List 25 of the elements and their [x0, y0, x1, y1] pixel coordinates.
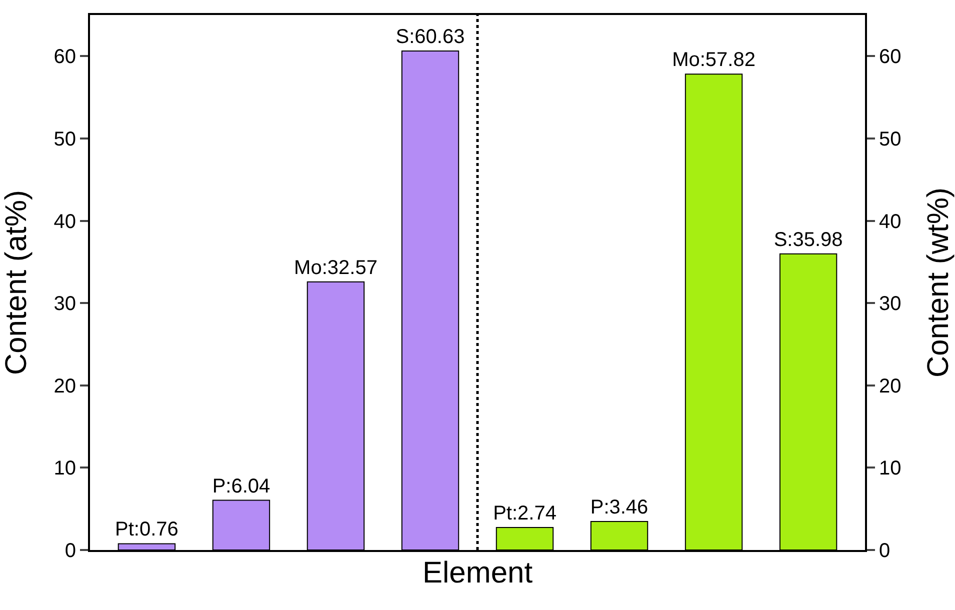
data-label: Pt:2.74: [493, 502, 556, 524]
y2-tick-label: 0: [879, 540, 890, 562]
y2-tick-label: 40: [879, 210, 902, 233]
data-label: Pt:0.76: [115, 518, 178, 541]
y-axis-title: Content (at%): [0, 190, 33, 376]
y-tick-label: 20: [54, 375, 76, 398]
y-tick-label: 50: [54, 128, 76, 150]
data-label: Mo:32.57: [294, 256, 378, 279]
data-label: S:35.98: [774, 228, 843, 251]
y-tick-label: 10: [54, 458, 76, 480]
data-label: S:60.63: [396, 26, 465, 48]
y-tick-label: 0: [64, 540, 76, 562]
data-label: P:6.04: [212, 475, 270, 498]
data-label: Mo:57.82: [672, 49, 756, 72]
y2-axis-title: Content (wt%): [922, 187, 955, 378]
y2-tick-label: 60: [879, 46, 902, 68]
y2-tick-label: 20: [879, 375, 902, 398]
y-tick-label: 30: [54, 293, 76, 316]
y2-tick-label: 50: [879, 128, 902, 150]
y2-tick-label: 10: [879, 458, 902, 480]
y-tick-label: 60: [54, 46, 76, 68]
y2-tick-label: 30: [879, 293, 902, 316]
y-tick-label: 40: [54, 210, 76, 233]
x-axis-title: Element: [422, 556, 534, 590]
data-label: P:3.46: [590, 496, 648, 519]
